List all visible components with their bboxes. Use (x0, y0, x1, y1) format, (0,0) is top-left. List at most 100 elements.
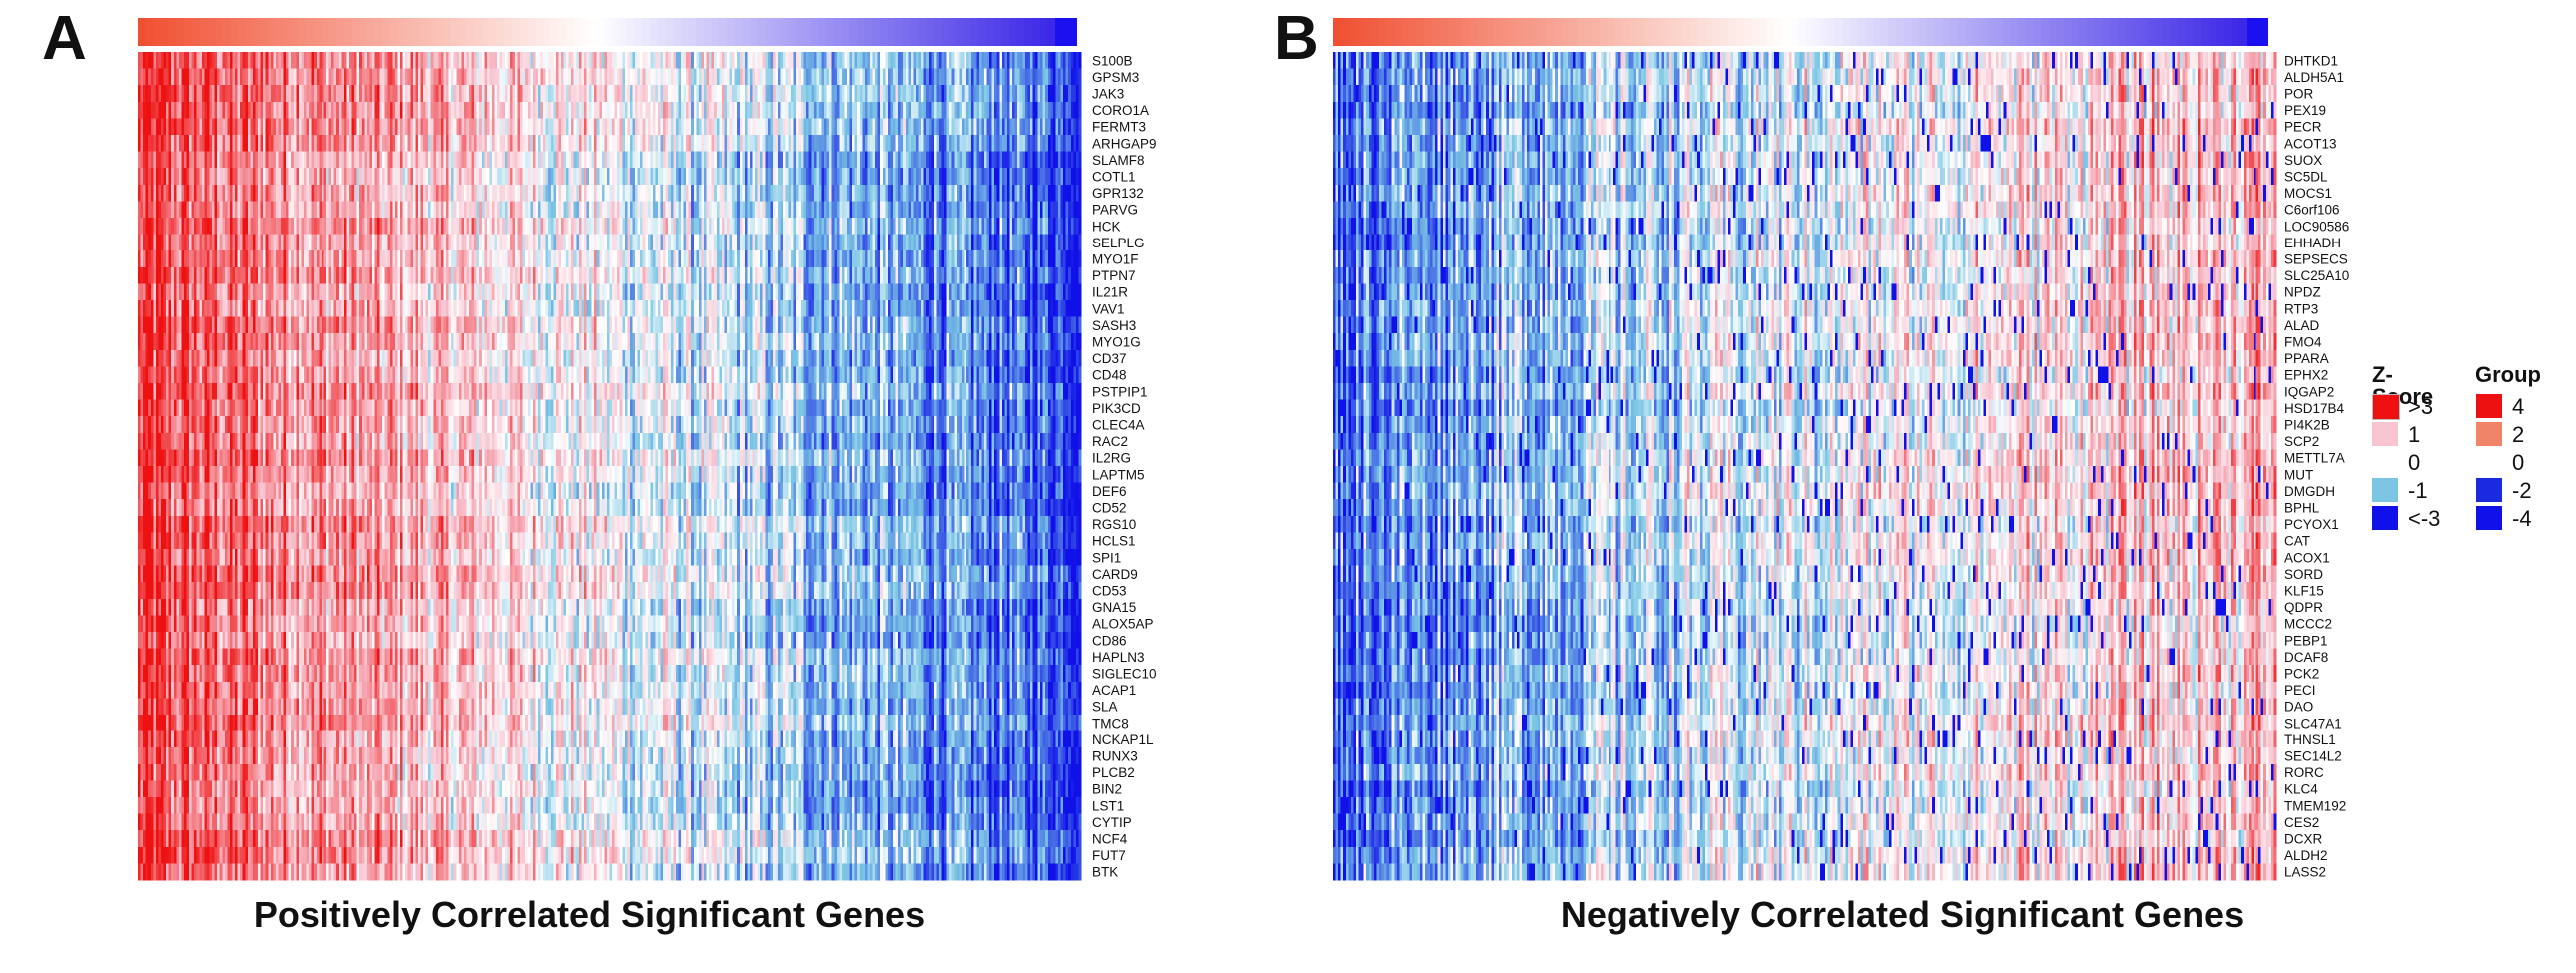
heatmap-cell (466, 69, 469, 86)
heatmap-cell (1055, 69, 1058, 86)
heatmap-cell (410, 52, 413, 69)
heatmap-cell (451, 69, 454, 86)
heatmap-cell (528, 69, 531, 86)
group-bar-segment (711, 18, 719, 46)
heatmap-cell (299, 69, 302, 86)
group-bar-segment (773, 18, 781, 46)
heatmap-cell (965, 69, 967, 86)
heatmap-cell (469, 52, 472, 69)
heatmap-cell (322, 52, 324, 69)
heatmap-cell (888, 52, 891, 69)
heatmap-cell (472, 85, 475, 102)
heatmap-cell (875, 69, 878, 86)
heatmap-cell (212, 52, 215, 69)
heatmap-cell (284, 85, 287, 102)
heatmap-cell (944, 69, 947, 86)
group-bar-segment (291, 18, 299, 46)
heatmap-cell (207, 85, 210, 102)
heatmap-cell (1030, 52, 1033, 69)
heatmap-cell (143, 69, 146, 86)
heatmap-cell (969, 69, 972, 86)
heatmap-cell (364, 52, 367, 69)
group-bar-segment (956, 18, 964, 46)
heatmap-cell (482, 69, 485, 86)
heatmap-cell (158, 85, 161, 102)
heatmap-cell (176, 52, 179, 69)
group-bar-segment (169, 18, 177, 46)
heatmap-cell (579, 52, 582, 69)
heatmap-cell (783, 52, 786, 69)
heatmap-cell (357, 52, 360, 69)
heatmap-cell (548, 52, 551, 69)
heatmap-cell (648, 69, 651, 86)
heatmap-cell (184, 52, 187, 69)
heatmap-cell (742, 52, 745, 69)
heatmap-cell (314, 85, 317, 102)
heatmap-cell (558, 52, 561, 69)
heatmap-cell (806, 69, 809, 86)
heatmap-cell (755, 52, 758, 69)
heatmap-cell (385, 69, 388, 86)
group-bar-segment (865, 18, 873, 46)
heatmap-cell (686, 52, 689, 69)
heatmap-cell (510, 69, 513, 86)
heatmap-cell (824, 52, 827, 69)
group-bar-segment (986, 18, 994, 46)
heatmap-cell (1066, 69, 1069, 86)
heatmap-cell (364, 69, 367, 86)
group-bar-segment (222, 18, 230, 46)
heatmap-cell (369, 85, 372, 102)
heatmap-cell (581, 69, 584, 86)
heatmap-cell (441, 69, 444, 86)
group-bar-segment (574, 18, 582, 46)
heatmap-cell (304, 69, 307, 86)
group-bar-segment (964, 18, 971, 46)
heatmap-cell (415, 52, 418, 69)
heatmap-cell (426, 85, 429, 102)
heatmap-cell (210, 52, 213, 69)
heatmap-cell (317, 69, 320, 86)
heatmap-cell (331, 85, 334, 102)
heatmap-cell (382, 69, 385, 86)
heatmap-cell (230, 69, 233, 86)
heatmap-cell (860, 52, 863, 69)
heatmap-cell (556, 52, 559, 69)
heatmap-cell (164, 69, 167, 86)
group-bar-segment (466, 18, 474, 46)
heatmap-cell (164, 85, 167, 102)
heatmap-cell (801, 52, 804, 69)
heatmap-cell (594, 69, 597, 86)
heatmap-cell (546, 69, 549, 86)
heatmap-cell (314, 52, 317, 69)
heatmap-cell (319, 69, 322, 86)
heatmap-cell (546, 52, 549, 69)
heatmap-cell (934, 69, 937, 86)
heatmap-cell (888, 69, 891, 86)
heatmap-cell (309, 85, 312, 102)
heatmap-cell (1068, 69, 1071, 86)
heatmap-cell (215, 52, 218, 69)
heatmap-cell (1002, 52, 1005, 69)
heatmap-cell (413, 69, 416, 86)
heatmap-cell (484, 85, 487, 102)
heatmap-cell (469, 85, 472, 102)
heatmap-cell (482, 52, 485, 69)
heatmap-cell (630, 52, 633, 69)
heatmap-cell (768, 69, 771, 86)
heatmap-cell (441, 85, 444, 102)
group-bar-segment (857, 18, 865, 46)
heatmap-cell (719, 52, 722, 69)
heatmap-cell (248, 52, 251, 69)
heatmap-cell (740, 52, 743, 69)
heatmap-cell (535, 52, 538, 69)
heatmap-cell (862, 69, 865, 86)
heatmap-cell (989, 69, 992, 86)
heatmap-cell (423, 52, 426, 69)
heatmap-cell (487, 69, 490, 86)
heatmap-cell (410, 85, 413, 102)
heatmap-cell (199, 69, 202, 86)
heatmap-cell (184, 69, 187, 86)
group-bar-segment (482, 18, 490, 46)
heatmap-cell (745, 52, 748, 69)
group-bar-segment (681, 18, 689, 46)
